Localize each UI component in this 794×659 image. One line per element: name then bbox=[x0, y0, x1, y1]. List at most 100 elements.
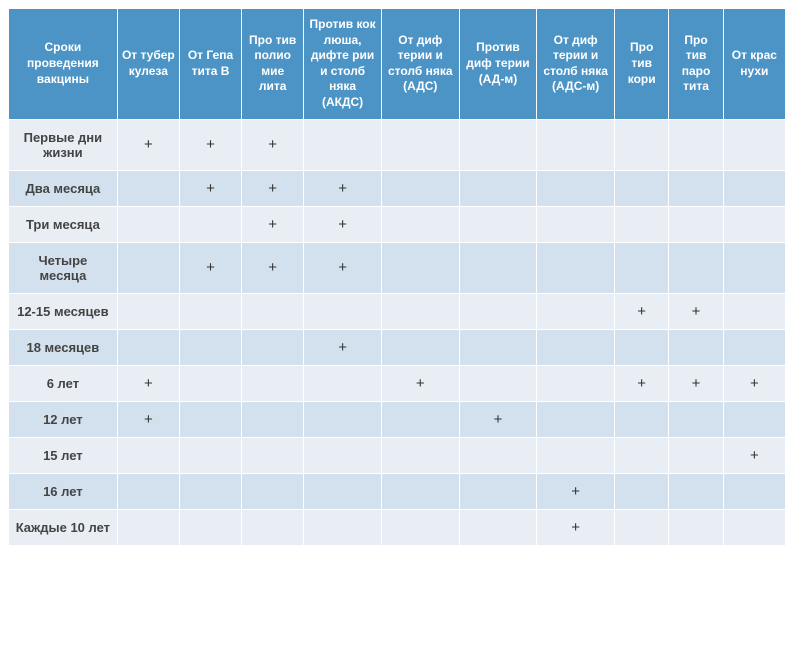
table-cell bbox=[179, 401, 241, 437]
table-cell: + bbox=[242, 242, 304, 293]
table-cell: + bbox=[117, 119, 179, 170]
col-header-10: От крас нухи bbox=[723, 9, 785, 120]
table-cell bbox=[723, 242, 785, 293]
table-cell bbox=[723, 329, 785, 365]
table-cell: + bbox=[117, 401, 179, 437]
table-cell: + bbox=[304, 206, 382, 242]
table-cell: + bbox=[242, 119, 304, 170]
col-header-4: Против кок люша, дифте рии и столб няка … bbox=[304, 9, 382, 120]
table-cell: + bbox=[242, 170, 304, 206]
table-cell bbox=[459, 509, 537, 545]
table-cell bbox=[179, 206, 241, 242]
table-cell bbox=[117, 509, 179, 545]
table-cell bbox=[381, 401, 459, 437]
table-row: Каждые 10 лет+ bbox=[9, 509, 786, 545]
table-cell: + bbox=[614, 365, 668, 401]
table-cell bbox=[723, 119, 785, 170]
row-label: 12-15 месяцев bbox=[9, 293, 118, 329]
table-cell bbox=[459, 473, 537, 509]
table-cell: + bbox=[304, 242, 382, 293]
table-body: Первые дни жизни+++Два месяца+++Три меся… bbox=[9, 119, 786, 545]
table-cell bbox=[117, 293, 179, 329]
table-cell bbox=[304, 401, 382, 437]
table-cell bbox=[117, 437, 179, 473]
table-cell bbox=[117, 206, 179, 242]
table-cell bbox=[381, 119, 459, 170]
table-cell bbox=[537, 242, 615, 293]
table-cell bbox=[669, 206, 723, 242]
table-cell bbox=[304, 437, 382, 473]
row-label: 16 лет bbox=[9, 473, 118, 509]
table-cell bbox=[669, 437, 723, 473]
table-cell bbox=[723, 401, 785, 437]
table-cell bbox=[669, 509, 723, 545]
table-cell bbox=[537, 206, 615, 242]
table-cell: + bbox=[537, 473, 615, 509]
table-cell bbox=[242, 365, 304, 401]
table-row: 12 лет++ bbox=[9, 401, 786, 437]
table-cell bbox=[381, 170, 459, 206]
table-cell bbox=[242, 329, 304, 365]
col-header-7: От диф терии и столб няка (АДС-м) bbox=[537, 9, 615, 120]
table-cell: + bbox=[723, 365, 785, 401]
table-cell bbox=[381, 437, 459, 473]
table-cell bbox=[537, 329, 615, 365]
header-row: Сроки проведения вакциныОт тубер кулезаО… bbox=[9, 9, 786, 120]
table-cell: + bbox=[304, 170, 382, 206]
table-cell bbox=[669, 119, 723, 170]
table-cell bbox=[179, 473, 241, 509]
table-cell bbox=[614, 509, 668, 545]
table-cell: + bbox=[179, 170, 241, 206]
table-cell: + bbox=[614, 293, 668, 329]
table-cell bbox=[242, 437, 304, 473]
table-cell: + bbox=[242, 206, 304, 242]
table-cell bbox=[669, 242, 723, 293]
table-cell bbox=[117, 170, 179, 206]
col-header-9: Про тив паро тита bbox=[669, 9, 723, 120]
table-cell bbox=[459, 365, 537, 401]
row-label: 6 лет bbox=[9, 365, 118, 401]
table-cell bbox=[117, 473, 179, 509]
table-cell bbox=[381, 242, 459, 293]
table-cell bbox=[669, 170, 723, 206]
table-cell bbox=[304, 365, 382, 401]
row-label: Каждые 10 лет bbox=[9, 509, 118, 545]
table-cell bbox=[614, 437, 668, 473]
table-row: 16 лет + bbox=[9, 473, 786, 509]
row-label: Два месяца bbox=[9, 170, 118, 206]
row-label: 18 месяцев bbox=[9, 329, 118, 365]
table-cell bbox=[614, 401, 668, 437]
table-cell bbox=[381, 509, 459, 545]
col-header-2: От Гепа тита В bbox=[179, 9, 241, 120]
table-cell bbox=[459, 170, 537, 206]
table-row: 18 месяцев + bbox=[9, 329, 786, 365]
row-label: Четыре месяца bbox=[9, 242, 118, 293]
table-cell bbox=[459, 329, 537, 365]
table-cell: + bbox=[669, 293, 723, 329]
table-cell bbox=[242, 293, 304, 329]
table-cell bbox=[381, 293, 459, 329]
table-cell bbox=[537, 293, 615, 329]
table-cell bbox=[614, 170, 668, 206]
table-cell bbox=[669, 473, 723, 509]
table-row: Три месяца++ bbox=[9, 206, 786, 242]
row-label: 15 лет bbox=[9, 437, 118, 473]
table-cell bbox=[723, 170, 785, 206]
table-row: 15 лет+ bbox=[9, 437, 786, 473]
schedule-table: Сроки проведения вакциныОт тубер кулезаО… bbox=[8, 8, 786, 546]
table-cell bbox=[242, 401, 304, 437]
table-cell: + bbox=[304, 329, 382, 365]
table-cell: + bbox=[179, 119, 241, 170]
col-header-1: От тубер кулеза bbox=[117, 9, 179, 120]
table-cell bbox=[723, 206, 785, 242]
table-cell bbox=[459, 206, 537, 242]
table-cell bbox=[669, 401, 723, 437]
table-cell bbox=[614, 473, 668, 509]
vaccination-schedule-table: Сроки проведения вакциныОт тубер кулезаО… bbox=[8, 8, 786, 546]
table-cell bbox=[459, 437, 537, 473]
table-header: Сроки проведения вакциныОт тубер кулезаО… bbox=[9, 9, 786, 120]
col-header-0: Сроки проведения вакцины bbox=[9, 9, 118, 120]
table-cell bbox=[381, 329, 459, 365]
table-cell bbox=[304, 509, 382, 545]
table-cell bbox=[179, 329, 241, 365]
